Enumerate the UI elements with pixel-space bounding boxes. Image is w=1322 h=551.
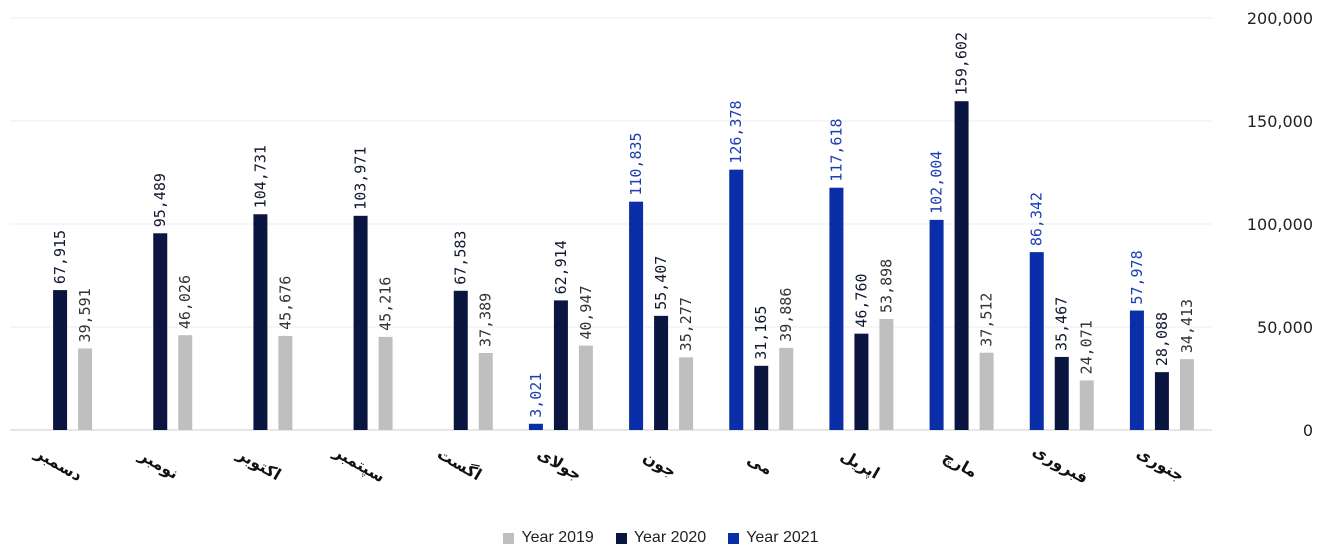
bar: [178, 335, 193, 430]
legend-label-2020: Year 2020: [633, 529, 707, 546]
data-label: 40,947: [577, 285, 595, 339]
bar: [979, 352, 994, 430]
bar: [954, 101, 969, 430]
bar: [1179, 359, 1194, 430]
bar: [679, 357, 694, 430]
data-label: 45,676: [276, 276, 294, 330]
bar: [478, 352, 493, 430]
data-label: 46,026: [176, 275, 194, 329]
bar: [253, 214, 268, 430]
y-tick-label: 50,000: [1257, 318, 1313, 337]
data-label: 159,602: [953, 32, 971, 95]
legend-item-2019: Year 2019: [503, 529, 594, 547]
bar: [854, 333, 869, 430]
bar: [629, 201, 644, 430]
data-label: 37,389: [477, 293, 495, 347]
legend-label-2019: Year 2019: [521, 529, 594, 546]
bar: [829, 187, 844, 430]
bar: [353, 215, 368, 430]
bar: [1079, 380, 1094, 430]
legend: Year 2019 Year 2020 Year 2021: [0, 529, 1322, 547]
x-tick-label: می: [744, 449, 776, 479]
x-tick-label: دسمبر: [31, 443, 86, 486]
data-label: 31,165: [752, 306, 770, 360]
data-label: 28,088: [1153, 312, 1171, 366]
bar: [1054, 356, 1069, 430]
y-tick-label: 150,000: [1247, 112, 1313, 131]
data-label: 3,021: [527, 373, 545, 418]
legend-item-2021: Year 2021: [728, 529, 819, 547]
data-label: 35,467: [1053, 297, 1071, 351]
bar: [879, 318, 894, 430]
data-label: 57,978: [1128, 250, 1146, 304]
bar: [729, 169, 744, 430]
bar: [1129, 310, 1144, 430]
legend-swatch-2020: [615, 532, 627, 544]
bar: [528, 423, 543, 430]
bar: [1154, 372, 1169, 430]
data-label: 39,886: [777, 288, 795, 342]
x-tick-label: اپریل: [837, 446, 883, 484]
data-label: 45,216: [377, 277, 395, 331]
data-label: 102,004: [928, 151, 946, 214]
data-label: 126,378: [727, 100, 745, 163]
data-label: 39,591: [76, 288, 94, 342]
y-tick-label: 0: [1303, 421, 1313, 440]
x-tick-label: جون: [640, 447, 680, 481]
x-tick-label: اکتوبر: [233, 444, 284, 485]
legend-swatch-2019: [503, 532, 515, 544]
data-label: 53,898: [877, 259, 895, 313]
bar: [929, 219, 944, 430]
data-label: 24,071: [1078, 320, 1096, 374]
bar: [153, 233, 168, 430]
bar: [278, 335, 293, 430]
legend-swatch-2021: [728, 532, 740, 544]
data-label: 46,760: [852, 273, 870, 327]
bar: [78, 348, 93, 430]
x-tick-label: جنوری: [1133, 443, 1188, 485]
bar: [754, 365, 769, 430]
bar: [578, 345, 593, 430]
x-tick-label: نومبر: [135, 445, 182, 483]
bar: [453, 290, 468, 430]
bar: [553, 300, 568, 430]
legend-label-2021: Year 2021: [746, 529, 819, 546]
data-label: 86,342: [1028, 192, 1046, 246]
x-tick-label: اگست: [434, 444, 485, 484]
bar: [53, 290, 68, 430]
data-label: 35,277: [677, 297, 695, 351]
data-label: 62,914: [552, 240, 570, 294]
x-tick-label: سپتمبر: [329, 441, 388, 487]
y-tick-label: 200,000: [1247, 9, 1313, 28]
data-label: 110,835: [627, 132, 645, 195]
bar: [378, 336, 393, 430]
data-label: 37,512: [978, 293, 996, 347]
data-label: 117,618: [827, 118, 845, 181]
data-label: 55,407: [652, 256, 670, 310]
data-label: 34,413: [1178, 299, 1196, 353]
data-label: 67,583: [452, 231, 470, 285]
x-tick-label: مارچ: [940, 447, 981, 482]
data-label: 103,971: [352, 147, 370, 210]
x-tick-label: جولای: [534, 444, 585, 485]
bar: [779, 347, 794, 430]
legend-item-2020: Year 2020: [615, 529, 707, 547]
data-label: 104,731: [251, 145, 269, 208]
data-label: 67,915: [51, 230, 69, 284]
bar: [1029, 252, 1044, 430]
x-tick-label: فبروری: [1029, 441, 1091, 488]
bar: [654, 315, 669, 430]
data-label: 95,489: [151, 173, 169, 227]
y-tick-label: 100,000: [1247, 215, 1313, 234]
